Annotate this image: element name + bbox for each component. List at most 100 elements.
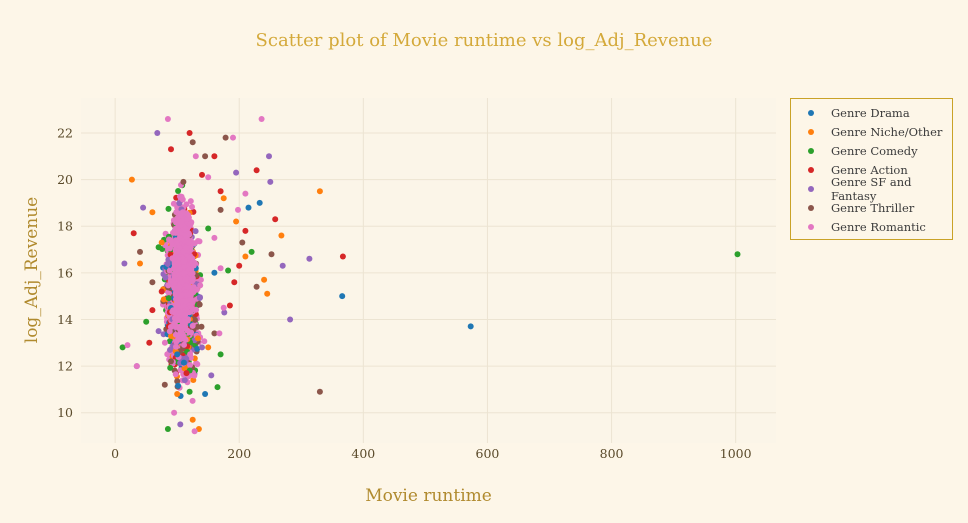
data-point[interactable] — [230, 134, 236, 141]
data-point[interactable] — [220, 304, 227, 311]
data-point[interactable] — [155, 244, 162, 251]
data-point[interactable] — [306, 255, 313, 262]
data-point[interactable] — [278, 232, 285, 239]
data-point[interactable] — [242, 190, 249, 197]
data-point[interactable] — [180, 178, 187, 185]
data-point[interactable] — [222, 134, 229, 141]
data-point[interactable] — [266, 153, 272, 160]
data-point[interactable] — [133, 363, 140, 370]
data-point[interactable] — [174, 351, 181, 358]
data-point[interactable] — [217, 265, 224, 272]
data-point[interactable] — [214, 384, 221, 391]
data-point[interactable] — [128, 176, 135, 183]
data-point[interactable] — [177, 421, 184, 428]
data-point[interactable] — [137, 260, 143, 267]
data-point[interactable] — [186, 388, 193, 395]
data-point[interactable] — [267, 178, 274, 185]
data-point[interactable] — [191, 428, 198, 435]
data-point[interactable] — [199, 344, 205, 351]
data-point[interactable] — [245, 204, 252, 211]
data-point[interactable] — [124, 342, 131, 349]
data-point[interactable] — [174, 391, 181, 397]
data-point[interactable] — [164, 116, 171, 122]
data-point[interactable] — [339, 253, 346, 260]
data-point[interactable] — [211, 153, 218, 160]
data-point[interactable] — [339, 293, 346, 300]
legend-item[interactable]: Genre Comedy — [791, 141, 952, 160]
data-point[interactable] — [258, 116, 265, 122]
data-point[interactable] — [217, 206, 224, 213]
data-point[interactable] — [205, 174, 212, 181]
legend-item[interactable]: Genre SF and Fantasy — [791, 175, 952, 203]
data-point[interactable] — [248, 248, 255, 255]
legend-item[interactable]: Genre Romantic — [791, 217, 952, 236]
data-point[interactable] — [149, 209, 156, 216]
data-point[interactable] — [121, 260, 128, 267]
data-point[interactable] — [233, 218, 240, 225]
legend[interactable]: Genre Drama Genre Niche/Other Genre Comedy… — [790, 98, 953, 240]
legend-item[interactable]: Genre Action — [791, 160, 952, 179]
data-point[interactable] — [235, 206, 241, 213]
data-point[interactable] — [221, 309, 228, 316]
data-point[interactable] — [239, 239, 246, 246]
data-point[interactable] — [130, 230, 137, 237]
data-point[interactable] — [158, 288, 165, 295]
data-point[interactable] — [205, 225, 212, 232]
data-point[interactable] — [154, 130, 161, 136]
data-point[interactable] — [217, 351, 224, 358]
legend-item[interactable]: Genre Drama — [791, 103, 952, 122]
data-point[interactable] — [158, 239, 165, 246]
data-point[interactable] — [168, 146, 174, 153]
data-point[interactable] — [140, 204, 147, 211]
data-point[interactable] — [168, 358, 174, 365]
data-point[interactable] — [149, 307, 156, 314]
data-point[interactable] — [316, 188, 323, 195]
data-point[interactable] — [202, 153, 209, 160]
data-point[interactable] — [253, 283, 260, 290]
legend-item[interactable]: Genre Niche/Other — [791, 122, 952, 141]
data-point[interactable] — [183, 370, 190, 377]
data-point[interactable] — [279, 262, 286, 269]
data-point[interactable] — [155, 328, 162, 335]
data-point[interactable] — [242, 227, 249, 234]
data-point[interactable] — [143, 318, 150, 325]
data-point[interactable] — [211, 330, 218, 337]
data-point[interactable] — [220, 195, 227, 202]
data-point[interactable] — [171, 409, 178, 416]
data-point[interactable] — [316, 388, 323, 395]
data-point[interactable] — [146, 339, 153, 346]
data-point[interactable] — [164, 426, 171, 432]
data-point[interactable] — [192, 153, 199, 160]
data-point[interactable] — [467, 323, 474, 330]
data-point[interactable] — [149, 279, 156, 286]
legend-item[interactable]: Genre Thriller — [791, 198, 952, 217]
data-point[interactable] — [236, 262, 243, 269]
data-point[interactable] — [205, 344, 212, 351]
data-point[interactable] — [199, 171, 205, 178]
data-point[interactable] — [264, 290, 271, 297]
data-point[interactable] — [256, 199, 263, 206]
data-point[interactable] — [119, 344, 126, 351]
data-point[interactable] — [137, 248, 143, 255]
data-point[interactable] — [233, 169, 240, 176]
data-point[interactable] — [225, 267, 232, 274]
data-point[interactable] — [208, 372, 215, 379]
data-point[interactable] — [242, 253, 249, 260]
data-point[interactable] — [253, 167, 260, 174]
data-point[interactable] — [217, 188, 224, 195]
data-point[interactable] — [202, 391, 209, 397]
data-point[interactable] — [231, 279, 238, 286]
data-point[interactable] — [287, 316, 294, 323]
data-point[interactable] — [189, 416, 196, 423]
data-point[interactable] — [161, 381, 168, 388]
data-point[interactable] — [211, 234, 218, 241]
data-point[interactable] — [272, 216, 279, 223]
data-point[interactable] — [268, 251, 275, 258]
data-point[interactable] — [734, 251, 741, 258]
data-point[interactable] — [261, 276, 268, 283]
data-point[interactable] — [226, 302, 233, 309]
data-point[interactable] — [216, 330, 223, 337]
data-point[interactable] — [211, 269, 218, 276]
data-point[interactable] — [189, 139, 196, 146]
